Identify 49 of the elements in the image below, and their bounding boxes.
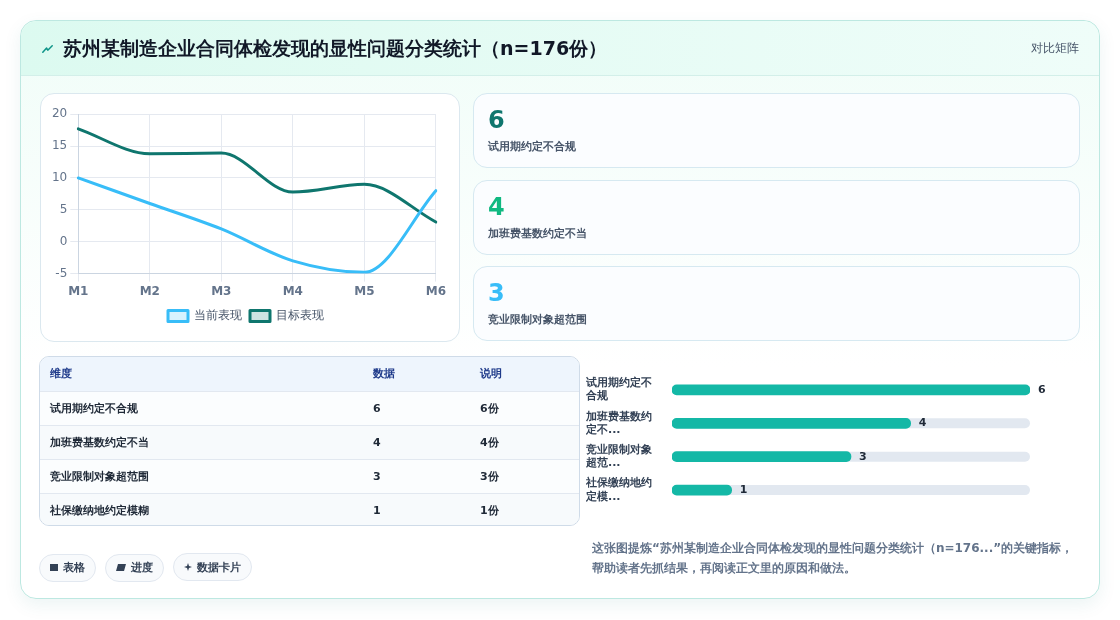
bar <box>672 484 732 496</box>
data-label: 4份 <box>480 435 499 451</box>
y-tick-label: 5 <box>59 201 68 216</box>
data-label: 6份 <box>480 401 499 417</box>
y-tick-label: 加班费基数约定不... <box>585 409 652 436</box>
y-tick-label: 20 <box>51 106 68 121</box>
x-tick-label: M2 <box>139 283 160 298</box>
text: 表格 <box>63 560 85 575</box>
category-label: 加班费基数约定不当 <box>488 225 587 241</box>
data-label: 1 <box>739 483 748 498</box>
data-label: 3 <box>859 449 867 464</box>
text: 3 <box>373 470 381 483</box>
data-label: 4 <box>488 192 505 221</box>
text: 数据 <box>373 366 395 382</box>
category-label: 加班费基数约定不当 <box>50 435 149 451</box>
text: 对比矩阵 <box>1031 40 1079 57</box>
y-tick-label: -5 <box>55 265 68 280</box>
y-tick-label: 15 <box>51 138 68 153</box>
y-tick-label: 试用期约定不合规 <box>585 376 652 403</box>
data-label: 4 <box>918 416 927 431</box>
text: 说明 <box>480 366 502 382</box>
text: 苏州某制造企业合同体检发现的显性问题分类统计（n=176份） <box>63 36 608 61</box>
data-label: 1份 <box>480 503 499 519</box>
text: 维度 <box>50 366 72 382</box>
text: 4 <box>373 436 381 449</box>
text: 6 <box>373 402 381 415</box>
y-tick-label: 10 <box>51 170 68 185</box>
text: 这张图提炼“苏州某制造企业合同体检发现的显性问题分类统计（n=176...”的关键指标，帮助读者先抓结果，再阅读正文里的原因和做法。 <box>592 540 1075 577</box>
data-label: 3 <box>488 279 505 307</box>
y-tick-label: 社保缴纳地约定模... <box>585 476 652 503</box>
text: 数据卡片 <box>197 559 241 575</box>
y-tick-label: 竞业限制对象超范... <box>585 442 652 470</box>
x-tick-label: M6 <box>425 283 446 298</box>
y-tick-label: 0 <box>59 233 68 248</box>
category-label: 社保缴纳地约定模糊 <box>50 503 149 519</box>
legend-label: 目标表现 <box>276 308 324 323</box>
data-label: 3份 <box>480 469 499 485</box>
category-label: 试用期约定不合规 <box>488 139 576 154</box>
text: 1 <box>373 504 381 517</box>
text: 进度 <box>131 560 153 575</box>
x-tick-label: M1 <box>68 283 89 298</box>
x-tick-label: M3 <box>211 283 232 298</box>
category-label: 竞业限制对象超范围 <box>50 469 149 485</box>
legend-label: 当前表现 <box>194 308 242 323</box>
x-tick-label: M4 <box>282 283 303 298</box>
data-label: 6 <box>1038 382 1046 397</box>
data-label: 6 <box>488 106 505 134</box>
x-tick-label: M5 <box>354 283 375 298</box>
category-label: 竞业限制对象超范围 <box>488 312 587 327</box>
